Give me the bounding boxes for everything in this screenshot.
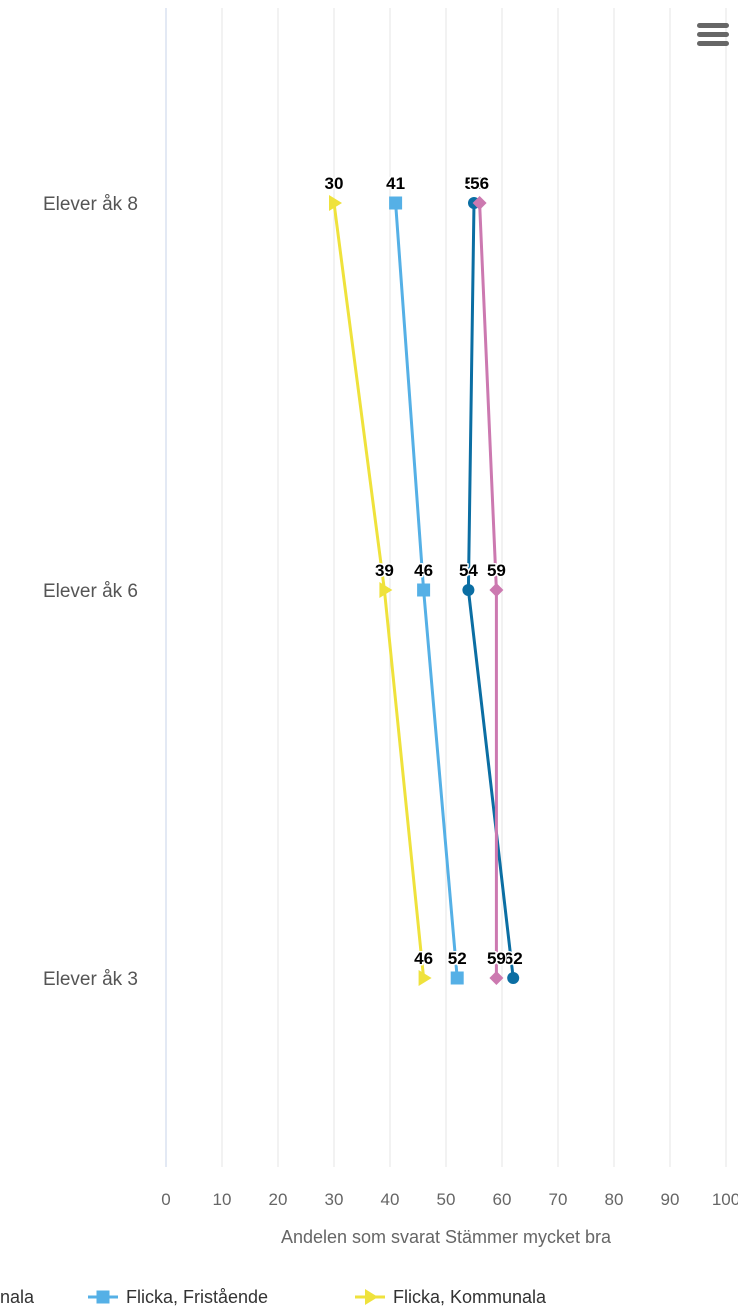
category-labels: Elever åk 8 Elever åk 6 Elever åk 3: [43, 194, 138, 990]
data-point-triangle[interactable]: [379, 582, 393, 598]
category-label: Elever åk 8: [43, 194, 138, 215]
legend-label: nala: [0, 1287, 35, 1307]
data-label: 46: [414, 561, 433, 580]
data-point-triangle[interactable]: [418, 970, 432, 986]
x-tick-label: 10: [213, 1190, 232, 1209]
data-label: 56: [470, 174, 489, 193]
data-label: 30: [325, 174, 344, 193]
x-tick-label: 0: [161, 1190, 170, 1209]
x-tick-label: 90: [661, 1190, 680, 1209]
hamburger-menu-icon[interactable]: [697, 20, 731, 50]
x-tick-label: 100: [712, 1190, 738, 1209]
x-tick-label: 60: [493, 1190, 512, 1209]
data-point-diamond[interactable]: [489, 971, 504, 985]
x-tick-label: 30: [325, 1190, 344, 1209]
data-label: 59: [487, 561, 506, 580]
data-point-diamond[interactable]: [472, 196, 487, 210]
data-point-square[interactable]: [417, 583, 431, 597]
data-point-triangle[interactable]: [365, 1289, 378, 1305]
series: [389, 196, 464, 985]
legend-label: Flicka, Fristående: [126, 1287, 268, 1307]
data-label: 52: [448, 949, 467, 968]
category-label: Elever åk 6: [43, 581, 138, 602]
x-axis-tick-labels: 0 10 20 30 40 50 60 70 80 90 100: [161, 1190, 738, 1209]
x-tick-label: 80: [605, 1190, 624, 1209]
legend-item[interactable]: Flicka, Kommunala: [355, 1287, 547, 1307]
legend-item[interactable]: Flicka, Fristående: [88, 1287, 268, 1307]
data-label: 39: [375, 561, 394, 580]
series-group: [329, 195, 520, 986]
data-point-square[interactable]: [389, 196, 403, 210]
legend-item[interactable]: nala: [0, 1287, 35, 1307]
data-point-square[interactable]: [450, 971, 464, 985]
data-point-circle[interactable]: [462, 584, 475, 596]
grid-lines: [165, 8, 727, 1167]
data-label: 54: [459, 561, 478, 580]
x-tick-label: 20: [269, 1190, 288, 1209]
data-point-circle[interactable]: [507, 972, 520, 984]
data-labels: 55 54 62 56 59 59 41 46 52 30 39 46: [323, 173, 524, 970]
data-point-diamond[interactable]: [489, 583, 504, 597]
series: [329, 195, 432, 986]
data-point-square[interactable]: [96, 1290, 110, 1304]
data-label: 46: [414, 949, 433, 968]
x-tick-label: 40: [381, 1190, 400, 1209]
legend[interactable]: nala Flicka, Fristående Flicka, Kommunala: [0, 1287, 547, 1307]
data-label: 59: [487, 949, 506, 968]
x-tick-label: 50: [437, 1190, 456, 1209]
data-label: 62: [504, 949, 523, 968]
series-line: [332, 202, 426, 979]
x-tick-label: 70: [549, 1190, 568, 1209]
data-label: 55: [465, 174, 484, 193]
data-label: 41: [386, 174, 405, 193]
legend-label: Flicka, Kommunala: [393, 1287, 547, 1307]
series: [472, 196, 504, 985]
category-label: Elever åk 3: [43, 969, 138, 990]
data-point-triangle[interactable]: [329, 195, 342, 211]
x-axis-title: Andelen som svarat Stämmer mycket bra: [281, 1227, 612, 1247]
